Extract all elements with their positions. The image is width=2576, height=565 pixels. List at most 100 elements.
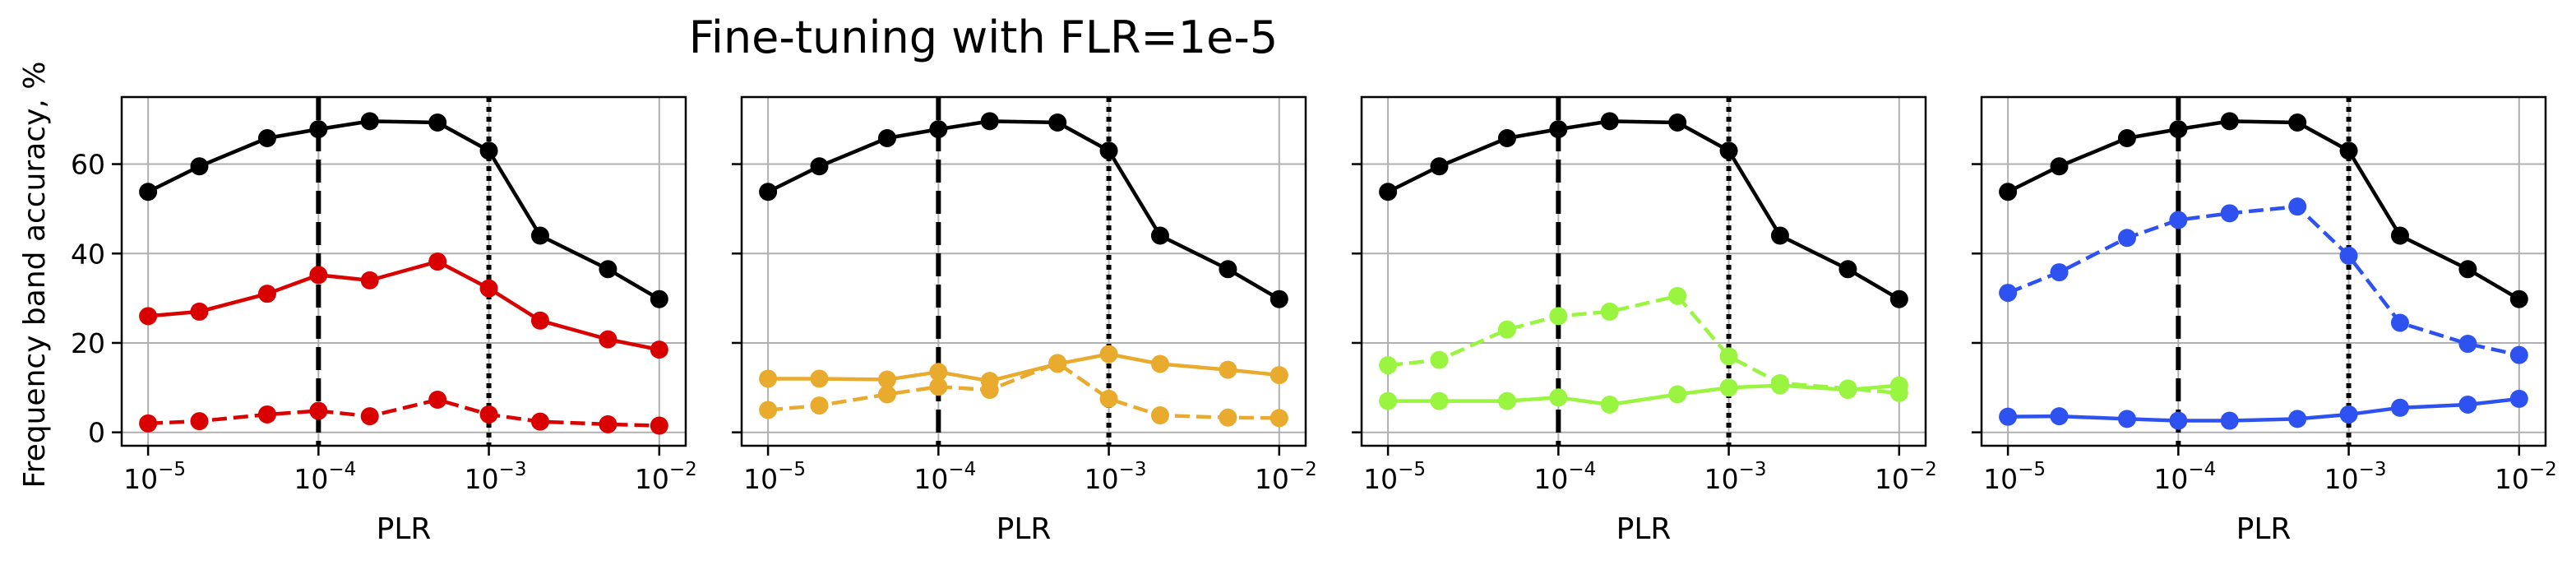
x-axis-label: PLR [997,512,1052,546]
data-point [599,260,617,279]
data-point [2390,313,2409,332]
data-point [530,412,549,431]
data-point [1150,406,1169,425]
data-point [2050,157,2069,176]
x-tick-exponent: −5 [2018,459,2046,480]
data-point [929,363,948,382]
x-tick-label: 10−3 [2324,459,2387,495]
data-point [810,396,829,415]
x-tick-label: 10−5 [1983,459,2046,495]
data-point [877,129,896,148]
data-point [877,370,896,389]
data-point [257,405,276,424]
data-point [1497,129,1516,148]
data-point [1770,226,1789,245]
x-tick-base: 10 [1983,463,2018,495]
x-tick-base: 10 [294,463,328,495]
data-point [1999,407,2018,426]
data-point [759,183,778,201]
data-point [1048,113,1067,132]
data-point [2117,229,2136,248]
data-point [1219,260,1237,279]
data-point [309,120,328,139]
x-tick-exponent: −2 [2529,459,2557,480]
series-line [147,259,660,352]
x-axis-label: PLR [2236,512,2292,546]
series-line [2007,204,2520,357]
series-overall [759,112,1288,308]
data-point [2339,141,2358,160]
data-point [1497,391,1516,410]
data-point [360,112,379,131]
x-tick-base: 10 [1875,463,1909,495]
series-band-2-solid [759,345,1288,391]
data-point [1099,141,1118,160]
x-tick-base: 10 [1085,463,1119,495]
data-point [190,302,209,321]
data-point [1270,366,1288,385]
data-point [1770,373,1789,392]
series-line [1387,294,1900,396]
series-band-4-solid [1999,389,2528,430]
data-point [650,340,668,359]
data-point [2169,120,2188,139]
x-tick-exponent: −4 [328,459,356,480]
x-tick-label: 10−4 [913,459,976,495]
x-tick-exponent: −5 [158,459,186,480]
y-axis-label: Frequency band accuracy, % [18,62,52,489]
x-axis-label: PLR [377,512,432,546]
data-point [759,401,778,419]
data-point [2509,289,2528,308]
x-tick-base: 10 [2153,463,2188,495]
data-point [1150,354,1169,373]
data-point [650,289,668,308]
x-tick-exponent: −3 [2359,459,2387,480]
data-point [1549,307,1568,326]
data-point [650,416,668,435]
x-tick-base: 10 [2495,463,2529,495]
axes-frame [120,95,687,447]
data-point [428,391,447,410]
data-point [810,157,829,176]
data-point [1600,395,1619,414]
data-point [1889,383,1908,402]
data-point [190,157,209,176]
x-axis-label: PLR [1616,512,1672,546]
data-point [2117,129,2136,148]
data-point [1430,157,1449,176]
data-point [2288,410,2307,428]
data-point [428,113,447,132]
data-point [139,183,158,201]
data-point [1219,408,1237,427]
data-point [1668,385,1687,404]
data-point [1999,183,2018,201]
x-tick-base: 10 [1255,463,1289,495]
data-point [1497,320,1516,339]
x-tick-exponent: −3 [499,459,527,480]
data-point [810,369,829,388]
axes-frame [1360,95,1927,447]
data-point [257,285,276,303]
data-point [1549,388,1568,407]
data-point [1099,389,1118,408]
x-tick-label: 10−3 [465,459,527,495]
data-point [1999,284,2018,303]
data-point [1549,120,1568,139]
data-point [2169,211,2188,229]
data-point [2339,246,2358,265]
series-band-1-dashed [139,391,668,435]
x-tick-label: 10−4 [2153,459,2216,495]
series-overall [1379,112,1908,308]
data-point [257,129,276,148]
x-tick-exponent: −2 [1289,459,1317,480]
x-tick-label: 10−4 [294,459,356,495]
series-line [1387,119,1900,301]
x-tick-label: 10−4 [1533,459,1596,495]
axes-frame [740,95,1307,447]
data-point [1270,289,1288,308]
x-tick-base: 10 [465,463,499,495]
series-overall [1999,112,2528,308]
y-tick-label: 20 [71,327,105,359]
y-tick-label: 60 [71,149,105,181]
